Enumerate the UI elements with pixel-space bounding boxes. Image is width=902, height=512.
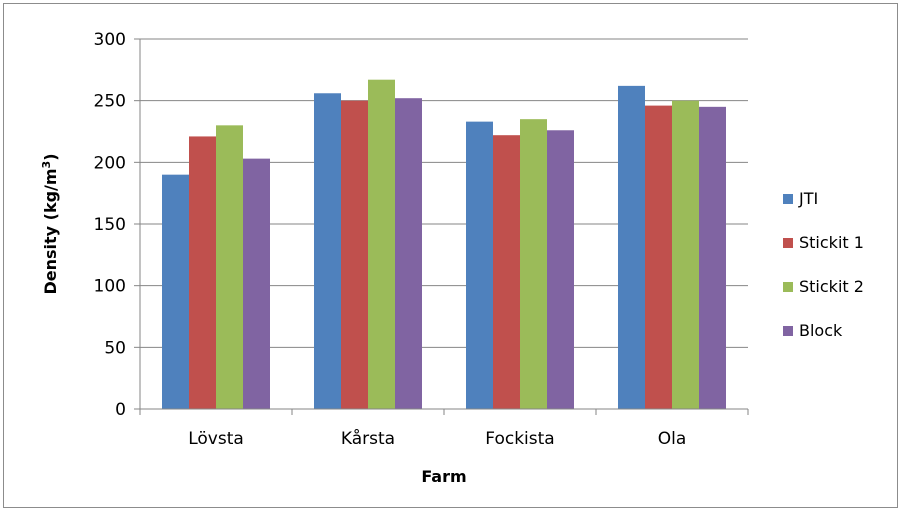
legend-swatch: [783, 282, 793, 292]
y-tick-label: 250: [94, 92, 126, 112]
y-axis-title-main: Density (kg/m: [41, 168, 60, 294]
bar: [672, 100, 699, 410]
bar: [699, 106, 726, 409]
legend-swatch: [783, 326, 793, 336]
bar: [189, 136, 216, 409]
x-tick-label: Ola: [658, 429, 687, 449]
x-axis-ticks: Lövsta Kårsta Fockista Ola: [139, 409, 749, 449]
x-tick-label: Fockista: [485, 429, 554, 449]
bar: [395, 98, 422, 409]
legend-label: Stickit 1: [799, 233, 864, 252]
y-tick-label: 150: [94, 215, 126, 235]
bar: [216, 125, 243, 409]
legend-label: Block: [799, 321, 843, 340]
y-tick-label: 50: [104, 338, 126, 358]
bar: [547, 130, 574, 409]
bar: [341, 100, 368, 410]
y-tick-label: 100: [94, 277, 126, 297]
y-tick-label: 0: [115, 400, 126, 420]
legend: JTI Stickit 1 Stickit 2 Block: [783, 189, 864, 340]
bar-chart: 0 50 100 150 200 250 300 Lövsta Kårsta Fockista O…: [40, 30, 864, 486]
legend-swatch: [783, 194, 793, 204]
bar: [645, 105, 672, 409]
bar: [314, 93, 341, 410]
y-axis-title: Density (kg/m3): [40, 153, 60, 294]
x-tick-label: Kårsta: [341, 428, 395, 449]
bar: [243, 158, 270, 409]
y-axis-title-end: ): [41, 153, 60, 160]
bar: [493, 135, 520, 409]
x-tick-label: Lövsta: [188, 429, 244, 449]
legend-label: Stickit 2: [799, 277, 864, 296]
y-tick-label: 200: [94, 153, 126, 173]
bar: [368, 79, 395, 409]
y-axis-title-superscript: 3: [40, 161, 53, 169]
bar: [162, 174, 189, 409]
legend-swatch: [783, 238, 793, 248]
bar: [466, 121, 493, 409]
bar: [618, 85, 645, 409]
bar: [520, 119, 547, 410]
chart-frame: 0 50 100 150 200 250 300 Lövsta Kårsta Fockista O…: [3, 3, 898, 508]
legend-label: JTI: [798, 189, 818, 208]
y-tick-label: 300: [94, 30, 126, 50]
bars: [162, 79, 726, 410]
x-axis-title: Farm: [421, 467, 466, 486]
y-axis-ticks: 0 50 100 150 200 250 300: [94, 30, 140, 420]
